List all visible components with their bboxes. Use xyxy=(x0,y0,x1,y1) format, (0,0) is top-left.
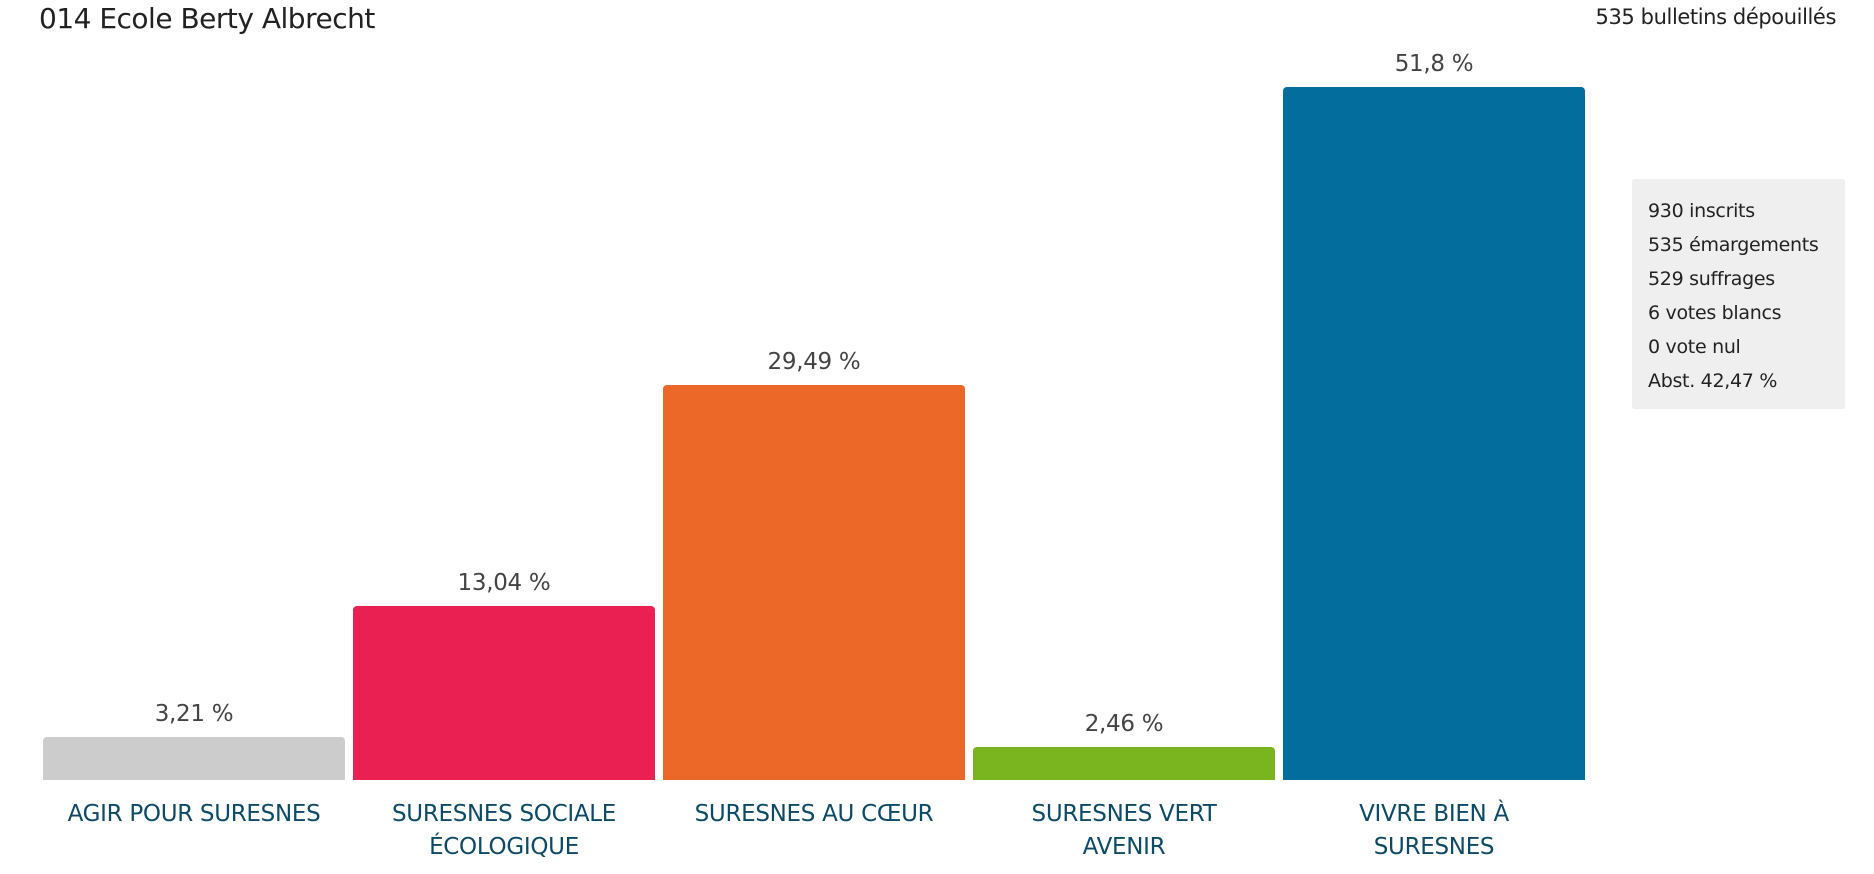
category-label-line: SURESNES VERT xyxy=(1031,801,1217,827)
bar-0 xyxy=(43,737,345,780)
value-label: 13,04 % xyxy=(457,569,551,596)
category-label: VIVRE BIEN À SURESNES xyxy=(1278,798,1590,864)
bar-4 xyxy=(1283,87,1585,780)
polling-station-title: 014 Ecole Berty Albrecht xyxy=(39,2,375,35)
value-label: 29,49 % xyxy=(767,349,861,376)
category-label: AGIR POUR SURESNES xyxy=(38,798,350,831)
category-label-line: ÉCOLOGIQUE xyxy=(429,834,579,860)
category-label-line: AGIR POUR SURESNES xyxy=(67,801,321,827)
stat-signatures: 535 émargements xyxy=(1648,234,1819,256)
bar-2 xyxy=(663,385,965,780)
category-label: SURESNES AU CŒUR xyxy=(658,798,970,831)
stat-null-votes: 0 vote nul xyxy=(1648,336,1741,358)
stat-votes-cast: 529 suffrages xyxy=(1648,268,1775,290)
category-label: SURESNES SOCIALE ÉCOLOGIQUE xyxy=(348,798,660,864)
bar-3 xyxy=(973,747,1275,780)
value-label: 3,21 % xyxy=(154,701,234,728)
category-label-line: AVENIR xyxy=(1082,834,1166,860)
category-label-line: SURESNES SOCIALE xyxy=(391,801,617,827)
value-label: 2,46 % xyxy=(1084,711,1164,738)
stat-blank-votes: 6 votes blancs xyxy=(1648,302,1782,324)
category-label: SURESNES VERT AVENIR xyxy=(968,798,1280,864)
value-label: 51,8 % xyxy=(1394,51,1474,77)
bar-1 xyxy=(353,605,655,780)
stat-abstention: Abst. 42,47 % xyxy=(1648,370,1778,392)
category-label-line: VIVRE BIEN À xyxy=(1359,801,1509,827)
category-label-line: SURESNES AU CŒUR xyxy=(694,801,934,827)
ballots-count: 535 bulletins dépouillés xyxy=(1595,5,1837,29)
stat-registered: 930 inscrits xyxy=(1648,200,1755,222)
stats-panel: 930 inscrits 535 émargements 529 suffrag… xyxy=(1632,179,1845,409)
category-label-line: SURESNES xyxy=(1373,834,1495,860)
